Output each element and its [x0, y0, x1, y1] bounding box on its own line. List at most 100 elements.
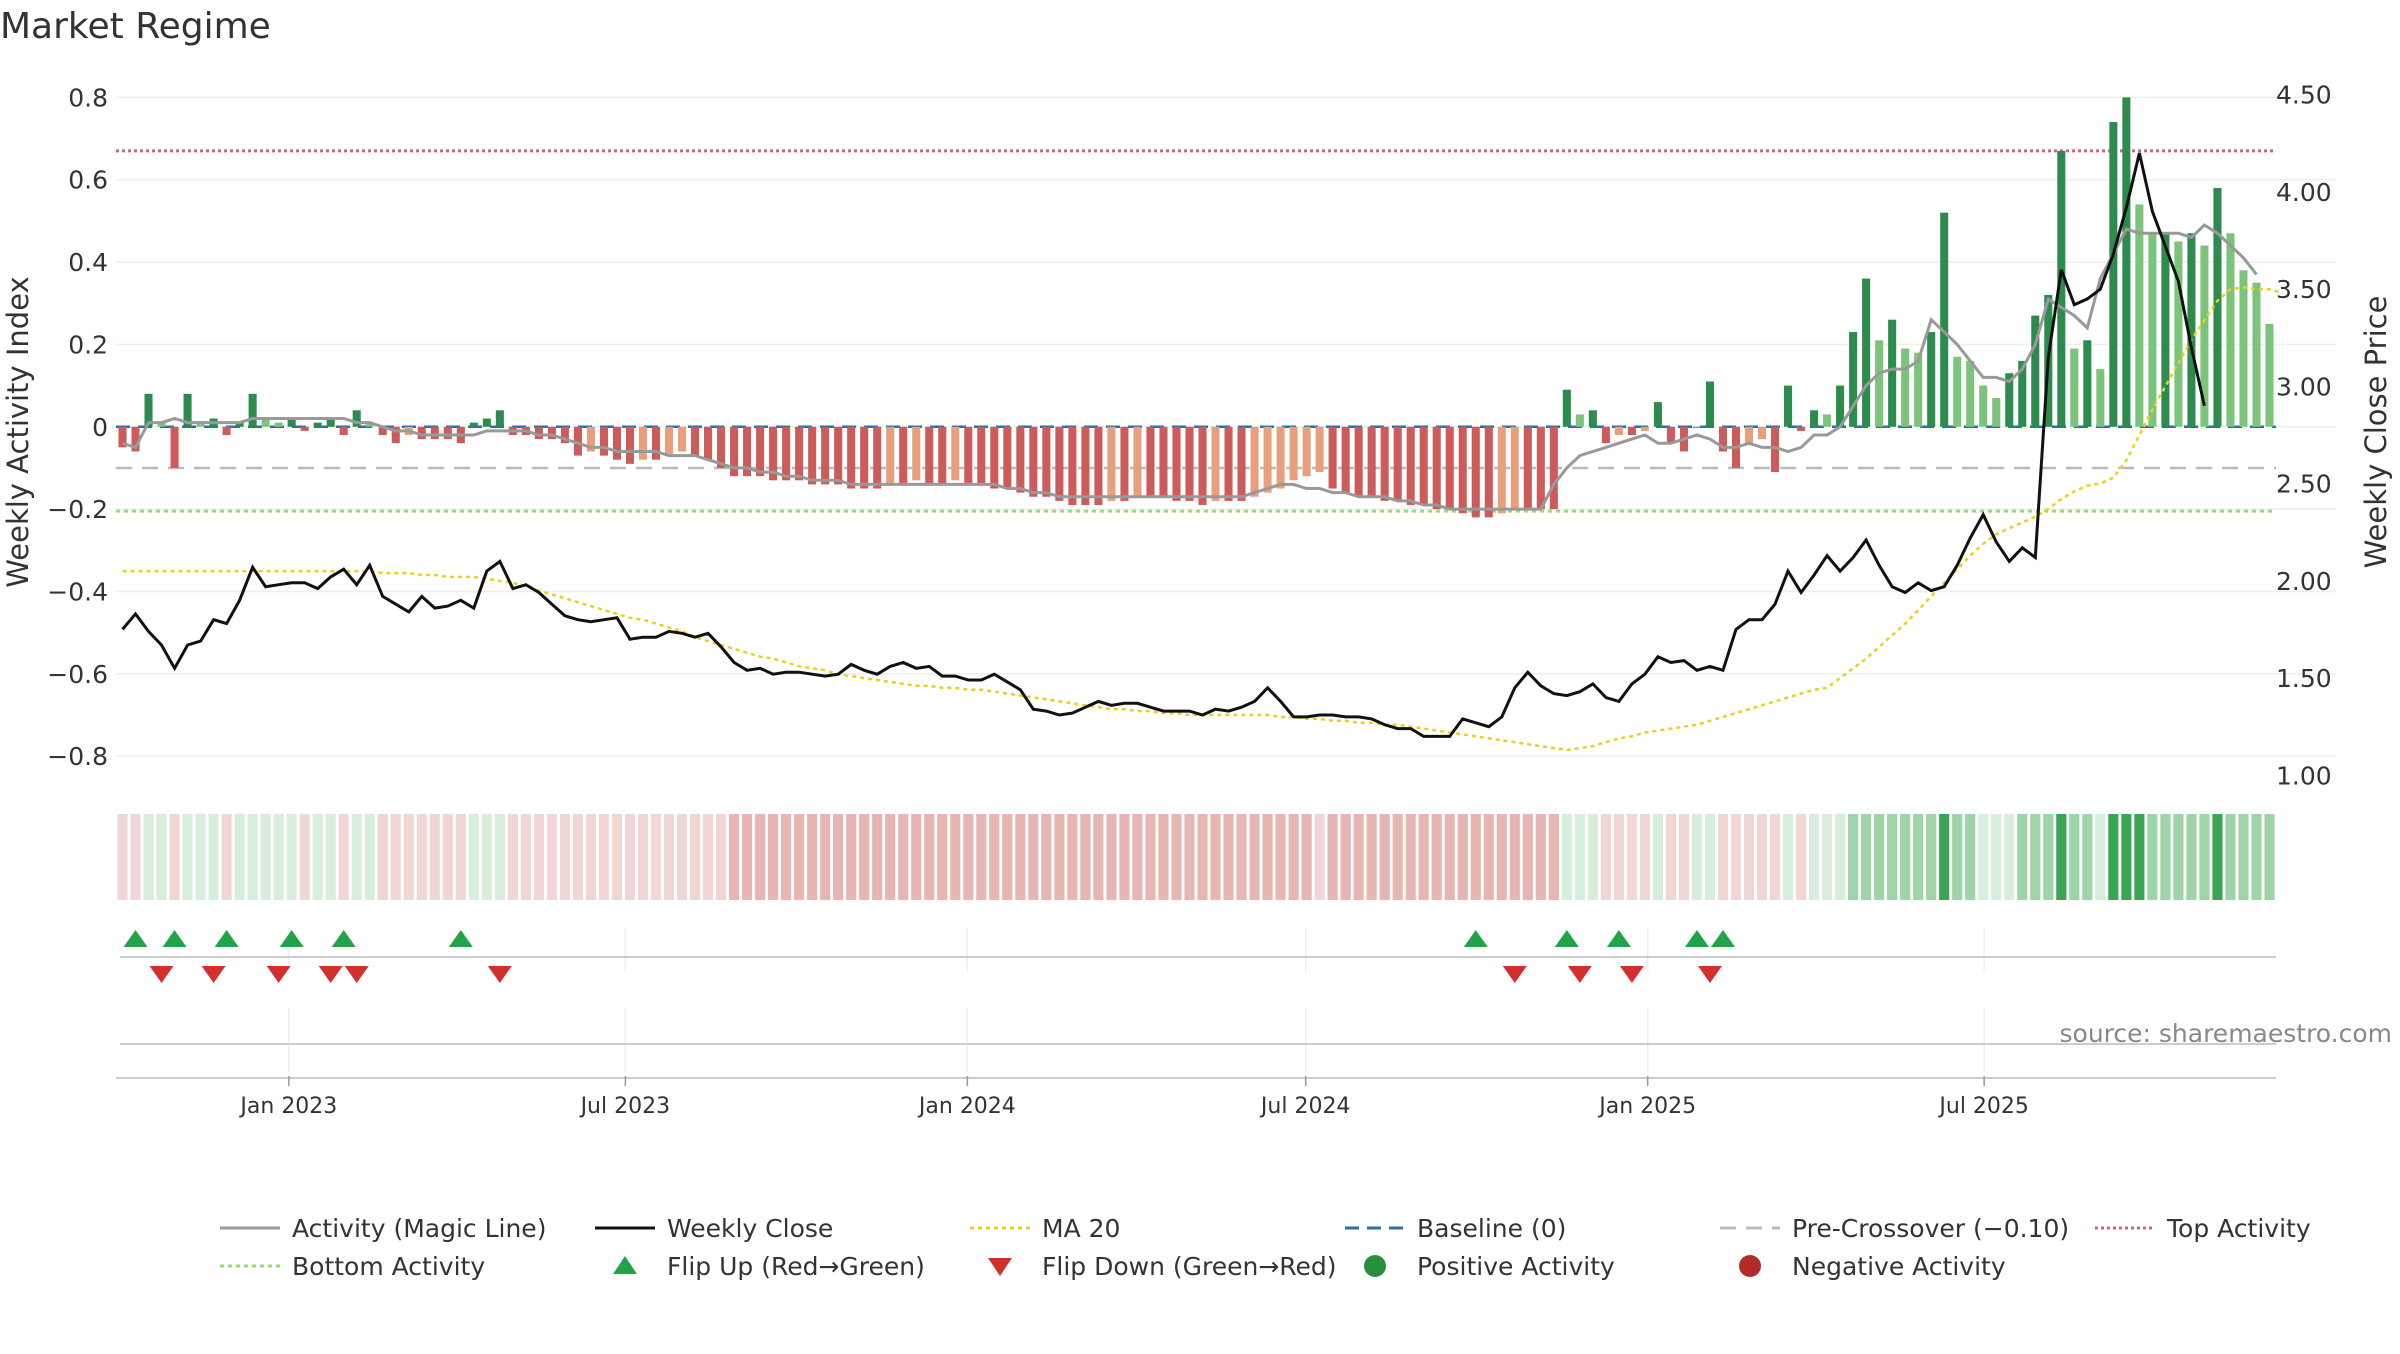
left-y-tick-label: 0.2: [68, 330, 108, 359]
activity-bar: [1250, 426, 1259, 497]
regime-strip-cell: [1184, 814, 1195, 900]
activity-bar: [1341, 426, 1350, 493]
legend-item: Activity (Magic Line): [220, 1214, 546, 1243]
regime-strip-cell: [1978, 814, 1989, 900]
regime-strip-cell: [1835, 814, 1846, 900]
activity-bar: [1757, 426, 1767, 440]
regime-strip-cell: [442, 814, 453, 900]
regime-strip-cell: [403, 814, 414, 900]
regime-strip-cell: [1405, 814, 1416, 900]
legend-swatch: [1739, 1255, 1761, 1277]
legend-item: Weekly Close: [595, 1214, 833, 1243]
regime-strip-cell: [2030, 814, 2041, 900]
activity-bar: [1315, 426, 1324, 473]
activity-bar: [1601, 426, 1610, 444]
regime-strip-cell: [1926, 814, 1937, 900]
activity-bar: [1159, 426, 1168, 497]
regime-strip-cell: [208, 814, 219, 900]
regime-strip-cell: [2251, 814, 2262, 900]
activity-bar: [1692, 426, 1701, 428]
activity-bar: [1575, 414, 1584, 427]
regime-strip-cell: [1561, 814, 1572, 900]
activity-bar: [1055, 426, 1064, 501]
regime-strip-cell: [1236, 814, 1247, 900]
regime-strip-cell: [1782, 814, 1794, 900]
regime-strip-cell: [1158, 814, 1169, 900]
regime-strip-cell: [1028, 814, 1039, 900]
regime-strip-cell: [195, 814, 206, 900]
regime-strip-cell: [1041, 814, 1052, 900]
regime-strip-cell: [429, 814, 440, 900]
chart-title: Market Regime: [0, 6, 271, 47]
regime-strip-cell: [1730, 814, 1742, 900]
activity-bar: [222, 426, 231, 435]
left-y-tick-label: −0.2: [47, 495, 108, 524]
x-tick-label: Jul 2024: [1259, 1094, 1351, 1119]
regime-strip-cell: [728, 814, 740, 900]
activity-bar: [599, 426, 608, 456]
regime-strip-cell: [1340, 814, 1351, 900]
left-y-tick-label: −0.6: [47, 660, 108, 689]
activity-bar: [990, 426, 999, 489]
regime-strip-cell: [2121, 814, 2132, 900]
regime-strip-cell: [1691, 814, 1703, 900]
activity-bar: [730, 426, 739, 477]
regime-strip-cell: [976, 814, 987, 900]
flip-markers: [120, 930, 2276, 983]
legend-item: Flip Down (Green→Red): [988, 1252, 1337, 1281]
gridlines: [116, 96, 2336, 1072]
activity-bar: [1211, 426, 1220, 501]
activity-bar: [300, 426, 309, 431]
regime-strip-cell: [963, 814, 974, 900]
regime-strip-cell: [260, 814, 271, 900]
regime-strip-cell: [2108, 814, 2119, 900]
activity-bar: [1510, 426, 1519, 510]
activity-bar: [1302, 426, 1311, 477]
regime-strip-cell: [794, 814, 805, 900]
regime-strip-cell: [1952, 814, 1963, 900]
regime-strip-cell: [598, 814, 610, 900]
regime-strip-cell: [611, 814, 623, 900]
regime-strip-cell: [1743, 814, 1755, 900]
activity-bar: [274, 422, 283, 427]
regime-strip-cell: [950, 814, 961, 900]
activity-bar: [2057, 150, 2066, 427]
flip-down-marker: [201, 966, 226, 983]
activity-bar: [2265, 323, 2274, 427]
activity-bar: [1875, 340, 1884, 427]
flip-up-marker: [1710, 930, 1735, 947]
flip-down-marker: [266, 966, 291, 983]
flip-up-marker: [123, 930, 148, 947]
regime-strip-cell: [2069, 814, 2080, 900]
legend-label: MA 20: [1042, 1214, 1120, 1243]
flip-up-marker: [1463, 930, 1488, 947]
regime-strip-cell: [1353, 814, 1364, 900]
regime-strip-cell: [2173, 814, 2184, 900]
regime-strip-cell: [1145, 814, 1156, 900]
regime-strip-cell: [807, 814, 818, 900]
activity-bar: [183, 393, 192, 427]
flip-up-marker: [162, 930, 187, 947]
activity-bar: [2174, 241, 2183, 427]
activity-bar: [1458, 426, 1467, 514]
activity-bar: [1406, 426, 1415, 505]
regime-strip-cell: [820, 814, 831, 900]
regime-strip-cell: [1444, 814, 1455, 900]
activity-bar: [964, 426, 973, 485]
legend-label: Weekly Close: [667, 1214, 833, 1243]
regime-strip-cell: [742, 814, 753, 900]
activity-bar: [313, 422, 322, 427]
flip-down-marker: [318, 966, 343, 983]
activity-bar: [782, 426, 791, 481]
regime-strip-cell: [924, 814, 935, 900]
regime-strip-cell: [689, 814, 701, 900]
flip-up-marker: [1606, 930, 1631, 947]
regime-strip-cell: [1223, 814, 1234, 900]
legend-label: Flip Up (Red→Green): [667, 1252, 925, 1281]
flip-up-marker: [214, 930, 239, 947]
x-tick-label: Jan 2025: [1597, 1094, 1696, 1119]
regime-strip-cell: [1639, 814, 1650, 900]
regime-strip-cell: [2043, 814, 2054, 900]
regime-strip-cell: [1769, 814, 1781, 900]
activity-bar: [1849, 332, 1858, 427]
